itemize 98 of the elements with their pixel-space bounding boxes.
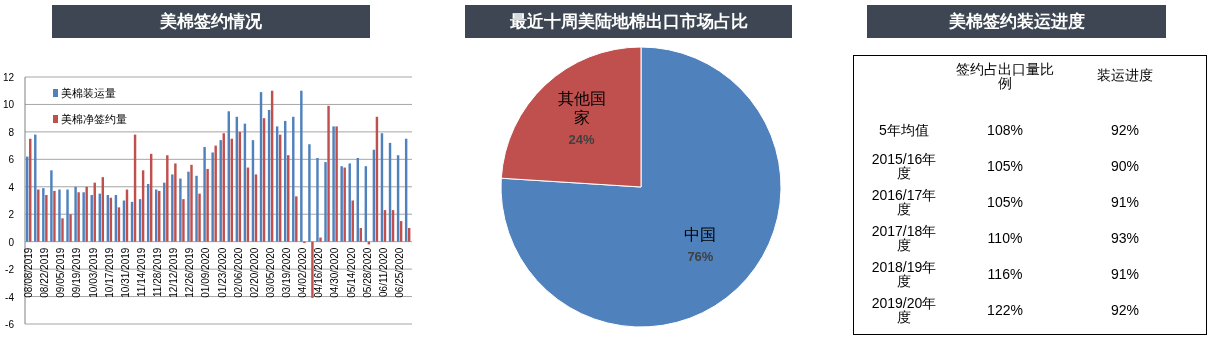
bar bbox=[166, 155, 169, 242]
data-label: 122% bbox=[986, 301, 1024, 320]
x-tick-label: 09/05/2019 bbox=[55, 247, 67, 298]
bar bbox=[211, 152, 214, 242]
y-tick-label: 10 bbox=[2, 99, 15, 111]
chart-title: 美棉签约情况 bbox=[52, 5, 370, 38]
bar bbox=[58, 189, 61, 242]
legend-label: 美棉净签约量 bbox=[61, 113, 127, 125]
x-tick-label: 12/12/2019 bbox=[168, 247, 180, 298]
bar bbox=[324, 162, 327, 242]
data-label: 90% bbox=[1110, 157, 1140, 176]
bar bbox=[74, 186, 77, 242]
data-label: 92% bbox=[1110, 121, 1140, 140]
slice-label: 其他国家 bbox=[557, 89, 606, 126]
data-label: 105% bbox=[986, 157, 1024, 176]
bar bbox=[182, 199, 185, 242]
y-tick-label: 2 bbox=[8, 209, 15, 221]
x-tick-label: 01/23/2020 bbox=[216, 247, 228, 298]
x-tick-label: 02/20/2020 bbox=[248, 247, 260, 298]
text: 签约占出口量比例 bbox=[955, 60, 1055, 91]
data-label: 24% bbox=[568, 131, 596, 147]
x-tick-label: 04/02/2020 bbox=[297, 247, 309, 298]
bar bbox=[171, 174, 174, 242]
bar bbox=[195, 175, 198, 242]
legend-label: 美棉装运量 bbox=[61, 87, 116, 99]
bar bbox=[50, 170, 53, 242]
y-tick-label: 12 bbox=[2, 72, 15, 83]
pie-slice bbox=[500, 46, 782, 328]
slice-label: 中国 bbox=[684, 226, 717, 244]
bar bbox=[42, 188, 45, 242]
bar bbox=[308, 144, 311, 242]
y-tick-label: -4 bbox=[5, 291, 15, 303]
y-tick-label: -2 bbox=[5, 264, 15, 276]
bar bbox=[190, 164, 193, 242]
category-label: 2017/18年度 bbox=[870, 222, 938, 255]
x-tick-label: 06/11/2020 bbox=[377, 247, 389, 297]
bar bbox=[174, 163, 177, 242]
x-tick-label: 10/31/2019 bbox=[119, 247, 131, 298]
data-label: 92% bbox=[1110, 301, 1140, 320]
bar bbox=[319, 237, 322, 242]
bar bbox=[61, 218, 64, 242]
bar bbox=[206, 168, 209, 242]
data-label: 91% bbox=[1110, 265, 1140, 284]
chart-title: 最近十周美陆地棉出口市场占比 bbox=[465, 5, 792, 38]
y-tick-label: 4 bbox=[8, 181, 15, 193]
bar bbox=[82, 192, 85, 242]
bar bbox=[311, 241, 314, 298]
x-tick-label: 06/25/2020 bbox=[393, 247, 405, 298]
y-tick-label: 8 bbox=[8, 126, 15, 138]
bar bbox=[300, 90, 303, 242]
x-tick-label: 03/05/2020 bbox=[264, 247, 276, 298]
bar bbox=[203, 146, 206, 242]
x-tick-label: 09/19/2019 bbox=[71, 247, 83, 298]
bar bbox=[179, 178, 182, 242]
x-tick-label: 04/30/2020 bbox=[329, 247, 341, 298]
bar bbox=[77, 192, 80, 242]
x-tick-label: 08/22/2019 bbox=[39, 247, 51, 298]
category-label: 2018/19年度 bbox=[870, 258, 938, 291]
data-label: 93% bbox=[1110, 229, 1140, 248]
y-tick-label: -6 bbox=[5, 319, 15, 330]
x-tick-label: 10/03/2019 bbox=[87, 247, 99, 298]
x-tick-label: 03/19/2020 bbox=[281, 247, 293, 298]
data-label: 105% bbox=[986, 193, 1024, 212]
data-label: 116% bbox=[986, 265, 1024, 284]
category-label: 2016/17年度 bbox=[870, 186, 938, 219]
bar bbox=[66, 189, 69, 242]
x-tick-label: 08/08/2019 bbox=[23, 247, 35, 298]
bar bbox=[85, 186, 88, 242]
category-label: 5年均值 bbox=[878, 121, 930, 140]
x-tick-label: 11/14/2019 bbox=[135, 247, 147, 297]
bar bbox=[316, 157, 319, 242]
category-label: 2019/20年度 bbox=[870, 294, 938, 327]
data-label: 108% bbox=[986, 121, 1024, 140]
x-tick-label: 11/28/2019 bbox=[152, 247, 164, 297]
y-tick-label: 6 bbox=[8, 154, 15, 166]
bar bbox=[187, 171, 190, 242]
text: 装运进度 bbox=[1096, 66, 1154, 83]
x-tick-label: 10/17/2019 bbox=[103, 247, 115, 298]
bar bbox=[53, 190, 56, 242]
x-tick-label: 05/14/2020 bbox=[345, 247, 357, 298]
x-tick-label: 12/26/2019 bbox=[184, 247, 196, 298]
data-label: 110% bbox=[986, 229, 1024, 248]
data-label: 76% bbox=[687, 249, 714, 265]
bar bbox=[214, 145, 217, 242]
text: 美棉签约装运进度 bbox=[867, 5, 1166, 38]
bar bbox=[45, 195, 48, 242]
x-tick-label: 05/28/2020 bbox=[361, 247, 373, 298]
data-label: 91% bbox=[1110, 193, 1140, 212]
x-tick-label: 04/16/2020 bbox=[313, 247, 325, 298]
x-tick-label: 02/06/2020 bbox=[232, 247, 244, 298]
x-tick-label: 01/09/2020 bbox=[200, 247, 212, 298]
bar bbox=[37, 189, 40, 242]
bar bbox=[327, 105, 330, 242]
y-tick-label: 0 bbox=[8, 236, 15, 248]
bar bbox=[198, 193, 201, 242]
bar bbox=[295, 196, 298, 242]
bar bbox=[69, 214, 72, 242]
category-label: 2015/16年度 bbox=[870, 150, 938, 183]
